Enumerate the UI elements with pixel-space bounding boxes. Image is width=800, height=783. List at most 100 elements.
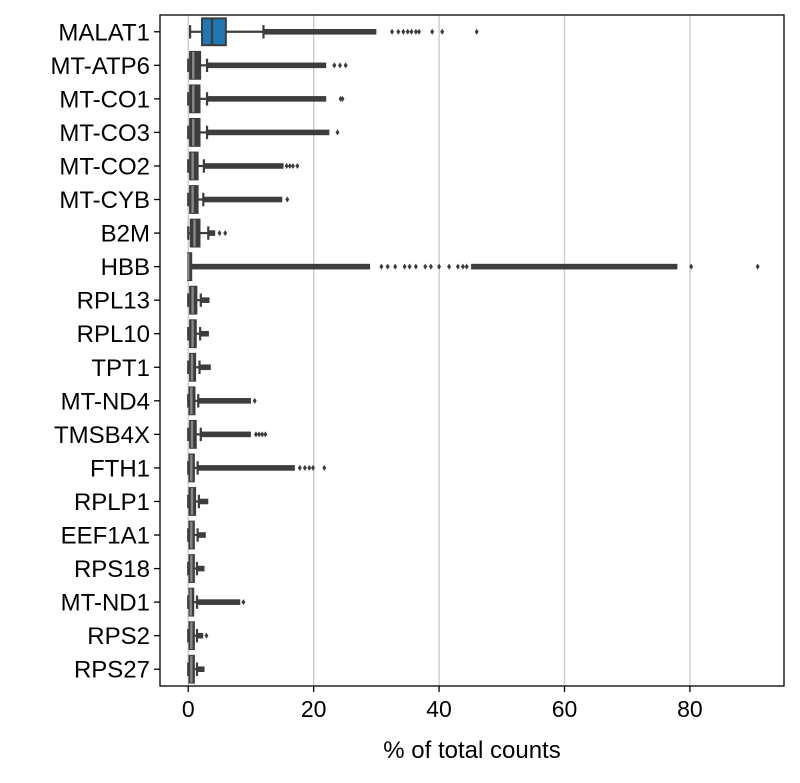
outlier-cluster-RPLP1 [198, 498, 209, 505]
outlier-cluster-RPL13 [200, 297, 210, 303]
outlier-cluster-FTH1 [197, 465, 295, 471]
y-tick-label-EEF1A1: EEF1A1 [61, 523, 150, 550]
box-group-MT-CYB [187, 185, 290, 214]
x-tick-label-80: 80 [677, 696, 703, 722]
outlier-point-MT-CO3 [335, 129, 340, 136]
outlier-point-MALAT1 [409, 28, 414, 35]
box-group-MT-CO1 [187, 84, 345, 114]
box-group-MT-ND1 [187, 587, 246, 617]
plot-frame [159, 14, 785, 687]
outlier-cluster-MALAT1 [263, 28, 377, 35]
box-group-FTH1 [187, 453, 327, 483]
outlier-point-MT-CO2 [295, 162, 300, 169]
outlier-point-TMSB4X [257, 431, 262, 438]
outlier-point-MALAT1 [401, 28, 406, 35]
outlier-point-MT-ND4 [252, 397, 257, 404]
outlier-point-HBB [437, 263, 442, 270]
outlier-point-B2M [223, 230, 228, 237]
outlier-cluster-EEF1A1 [197, 532, 206, 538]
y-tick-label-RPLP1: RPLP1 [74, 489, 150, 516]
outlier-point-HBB [755, 263, 760, 270]
box-group-RPLP1 [187, 487, 209, 516]
grid-lines [187, 15, 691, 686]
outlier-point-MT-CO1 [340, 95, 345, 102]
y-tick-label-RPS2: RPS2 [87, 623, 150, 650]
outlier-point-HBB [379, 263, 384, 270]
y-tick-label-RPS27: RPS27 [74, 657, 150, 684]
x-tick-label-60: 60 [552, 696, 578, 722]
y-tick-label-MT-ATP6: MT-ATP6 [50, 53, 150, 80]
outlier-cluster-MT-ND1 [197, 599, 241, 605]
outlier-point-MALAT1 [440, 28, 445, 35]
outlier-point-MALAT1 [390, 28, 395, 35]
outlier-point-HBB [423, 263, 428, 270]
outlier-point-MALAT1 [430, 28, 435, 35]
box-group-MT-CO2 [187, 151, 300, 181]
box-iqr-MT-CYB [189, 185, 199, 214]
outlier-cluster-MT-CO3 [207, 129, 330, 136]
outlier-point-HBB [455, 263, 460, 270]
outlier-point-HBB [689, 263, 694, 270]
y-tick-label-MT-CYB: MT-CYB [59, 187, 150, 214]
outlier-point-TMSB4X [260, 431, 265, 438]
outlier-point-HBB [385, 263, 390, 270]
box-group-HBB [187, 252, 760, 282]
y-axis-ticks: MALAT1 MT-ATP6 MT-CO1 MT-CO3 MT-CO2 MT-CYB B2M… [50, 19, 160, 684]
outlier-point-MT-ATP6 [337, 62, 342, 69]
outlier-cluster-HBB [189, 263, 371, 270]
outlier-point-MALAT1 [396, 28, 401, 35]
outlier-point-RPS2 [204, 632, 209, 639]
outlier-point-FTH1 [302, 464, 307, 471]
outlier-point-HBB [460, 263, 465, 270]
boxplot-series [187, 17, 760, 684]
box-group-MT-ND4 [187, 386, 257, 416]
box-group-TPT1 [187, 352, 211, 382]
box-group-MALAT1 [189, 17, 479, 47]
box-group-RPS2 [187, 621, 209, 651]
y-tick-label-TPT1: TPT1 [91, 355, 150, 382]
outlier-point-MALAT1 [405, 28, 410, 35]
box-iqr-MT-CO3 [189, 118, 201, 147]
outlier-cluster-RPS18 [197, 565, 205, 572]
outlier-point-HBB [413, 263, 418, 270]
outlier-point-FTH1 [307, 464, 312, 471]
outlier-point-FTH1 [297, 464, 302, 471]
box-group-RPS27 [187, 654, 205, 684]
box-group-RPL10 [187, 319, 209, 349]
box-group-MT-CO3 [187, 118, 340, 147]
outlier-point-MALAT1 [417, 28, 422, 35]
y-tick-label-RPS18: RPS18 [74, 556, 150, 583]
outlier-point-HBB [407, 263, 412, 270]
outlier-point-FTH1 [322, 464, 327, 471]
outlier-point-MALAT1 [474, 28, 479, 35]
outlier-point-MT-CO2 [290, 162, 295, 169]
outlier-point-HBB [447, 263, 452, 270]
box-iqr-MALAT1 [201, 17, 227, 47]
outlier-cluster-TPT1 [199, 364, 211, 371]
x-tick-label-0: 0 [182, 696, 195, 722]
outlier-point-FTH1 [311, 464, 316, 471]
outlier-point-MT-CYB [285, 196, 290, 203]
y-tick-label-HBB: HBB [101, 254, 150, 281]
x-axis-title: % of total counts [383, 737, 560, 764]
outlier-point-B2M [217, 230, 222, 237]
outlier-cluster-B2M [208, 230, 216, 236]
outlier-point-MT-CO2 [284, 162, 289, 169]
y-tick-label-MT-CO2: MT-CO2 [59, 153, 150, 180]
x-tick-label-40: 40 [426, 696, 452, 722]
y-tick-label-B2M: B2M [101, 221, 150, 248]
box-group-B2M [187, 218, 228, 248]
y-tick-label-MT-ND1: MT-ND1 [61, 590, 150, 617]
outlier-cluster-MT-CO1 [207, 96, 327, 102]
outlier-cluster-MT-CYB [203, 196, 283, 203]
outlier-point-HBB [464, 263, 469, 270]
outlier-point-HBB [402, 263, 407, 270]
box-iqr-MT-ATP6 [189, 50, 202, 80]
y-tick-label-MT-CO1: MT-CO1 [59, 86, 150, 113]
outlier-point-HBB [393, 263, 398, 270]
y-tick-label-MALAT1: MALAT1 [58, 19, 150, 46]
x-axis-ticks: 0 20 40 60 80 [182, 686, 703, 722]
y-tick-label-MT-ND4: MT-ND4 [61, 388, 150, 415]
outlier-cluster-RPS27 [197, 666, 205, 673]
